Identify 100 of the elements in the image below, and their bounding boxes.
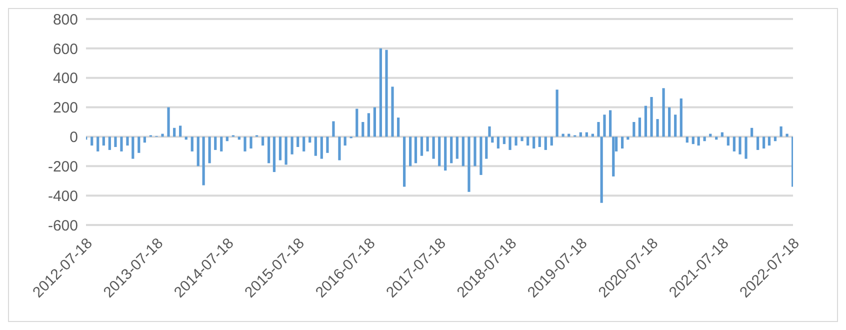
bar: [668, 107, 671, 137]
bar: [196, 136, 200, 166]
bar: [544, 136, 547, 150]
y-tick-label: 800: [52, 11, 78, 28]
bar: [432, 136, 435, 159]
bar: [480, 136, 482, 175]
bar: [662, 88, 665, 137]
bar: [768, 136, 771, 146]
bar: [208, 136, 211, 164]
bar: [485, 136, 488, 159]
bar: [786, 134, 788, 137]
bar: [686, 136, 688, 143]
bar: [250, 136, 252, 148]
bar: [373, 107, 376, 137]
y-tick-label: 200: [52, 100, 78, 117]
bar: [391, 86, 394, 137]
bar: [491, 136, 494, 143]
bar: [344, 136, 346, 146]
bar: [362, 122, 364, 137]
bar: [214, 136, 217, 150]
bar: [556, 90, 558, 137]
bar: [612, 136, 615, 176]
bar: [468, 136, 470, 192]
y-tick-label: 600: [52, 40, 78, 58]
bar: [514, 136, 518, 146]
bar: [532, 136, 536, 148]
bar: [296, 136, 300, 148]
bar: [202, 136, 205, 186]
bar: [774, 136, 777, 142]
bar: [167, 107, 170, 137]
bar: [226, 136, 228, 142]
bar: [179, 126, 182, 137]
bar: [502, 136, 506, 144]
bar: [526, 136, 530, 146]
bar: [403, 136, 406, 187]
bar: [626, 136, 630, 140]
bar: [762, 136, 766, 148]
bar: [462, 136, 464, 166]
bar: [756, 136, 760, 150]
bar: [397, 118, 400, 137]
bar: [550, 136, 553, 146]
bar: [143, 136, 146, 143]
bar: [409, 136, 412, 166]
bar: [603, 114, 606, 137]
bar: [732, 136, 736, 152]
bar: [326, 136, 329, 153]
bar: [426, 136, 429, 152]
bar: [456, 136, 458, 159]
bar: [697, 136, 700, 146]
bar: [244, 136, 246, 152]
bar: [597, 122, 600, 137]
bar: [703, 136, 706, 142]
bar: [726, 136, 730, 146]
bar: [496, 136, 500, 148]
bar: [308, 136, 312, 143]
bar: [444, 136, 447, 171]
bar: [302, 136, 306, 152]
bar: [738, 136, 742, 154]
bar: [538, 136, 541, 148]
bar: [600, 136, 603, 203]
bar: [414, 136, 418, 164]
bar: [750, 128, 754, 137]
bar: [450, 136, 453, 164]
bar: [161, 134, 164, 137]
y-tick-label: -400: [48, 188, 78, 205]
bar: [314, 136, 317, 156]
bar: [96, 136, 100, 152]
y-tick-label: -200: [48, 158, 78, 176]
bar: [338, 136, 341, 160]
bar: [102, 136, 105, 146]
bar: [190, 136, 194, 152]
bar: [108, 136, 111, 150]
bar: [114, 136, 117, 148]
bar: [173, 128, 176, 137]
bar: [692, 136, 694, 144]
y-tick-label: 400: [52, 70, 78, 88]
bar: [278, 136, 282, 160]
y-tick-label: -600: [48, 217, 78, 234]
bar: [650, 96, 653, 137]
bar: [780, 126, 782, 137]
bar: [608, 110, 612, 137]
bar: [420, 136, 424, 156]
bar: [90, 136, 94, 146]
bar: [284, 136, 288, 165]
bar: [184, 136, 188, 140]
bar: [620, 136, 624, 148]
bar: [220, 136, 223, 152]
bar: [680, 98, 682, 137]
bar: [332, 121, 335, 137]
bar: [438, 136, 441, 166]
bar: [385, 50, 388, 137]
bar: [488, 126, 491, 137]
bar: [138, 136, 140, 153]
bar: [272, 136, 276, 172]
bar: [644, 106, 648, 137]
bar: [238, 136, 240, 140]
bar: [674, 114, 677, 137]
bar: [744, 136, 748, 159]
bar: [267, 136, 270, 164]
bar: [656, 119, 659, 137]
